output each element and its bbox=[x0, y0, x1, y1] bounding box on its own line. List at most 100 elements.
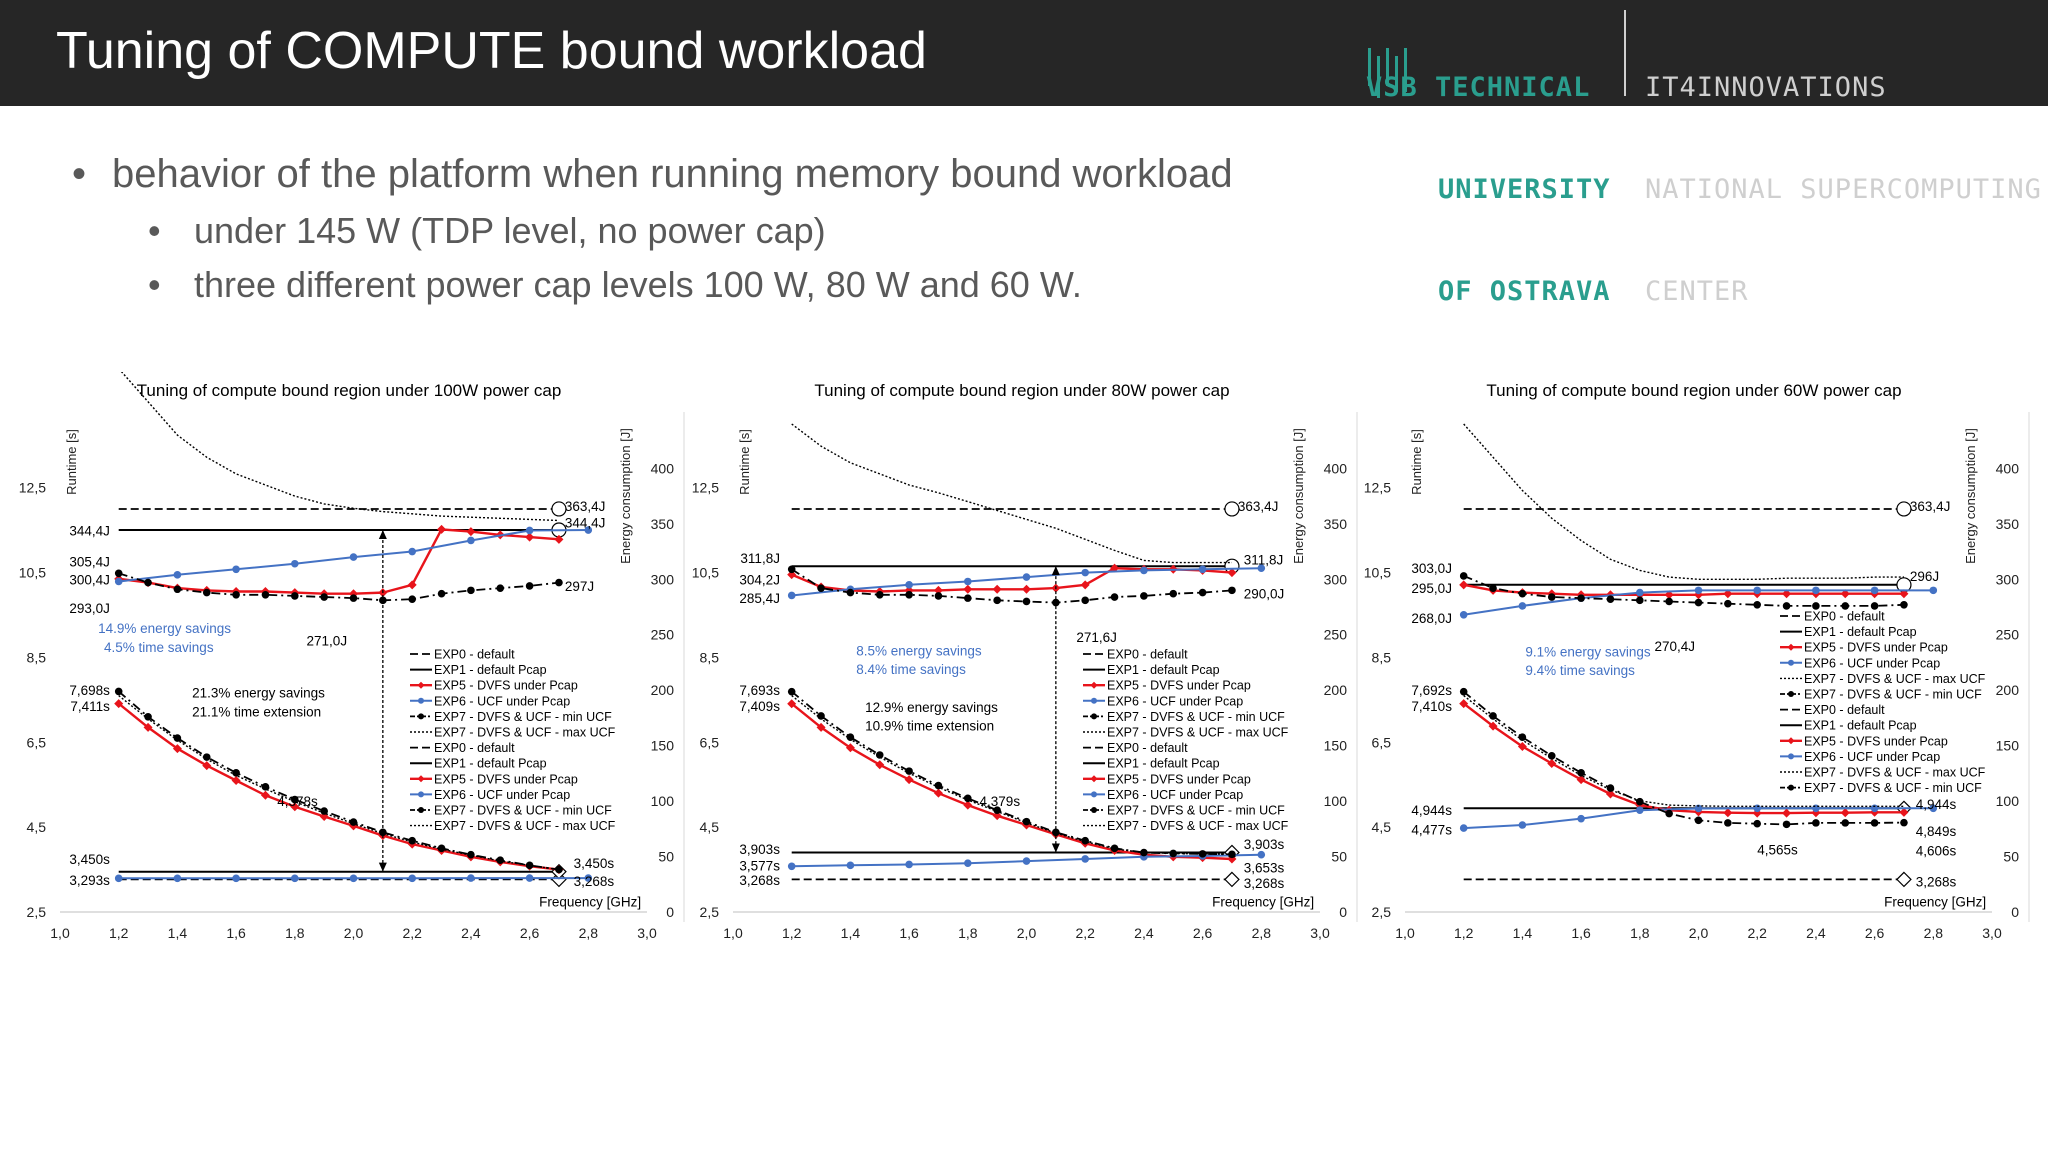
data-label: 290,0J bbox=[1244, 587, 1285, 602]
data-point bbox=[875, 751, 884, 759]
vsb-logo-line-3: OF OSTRAVA bbox=[1438, 276, 1611, 307]
data-label: 300,4J bbox=[69, 572, 110, 587]
legend-item: EXP1 - default Pcap bbox=[434, 663, 547, 677]
legend-swatch-marker bbox=[417, 775, 425, 783]
data-point bbox=[1110, 593, 1119, 601]
data-label: 297J bbox=[565, 579, 594, 594]
data-point bbox=[1459, 610, 1468, 619]
data-label: 285,4J bbox=[739, 591, 780, 606]
data-point bbox=[290, 802, 300, 812]
data-point bbox=[993, 806, 1001, 814]
y2-tick-label: 200 bbox=[1996, 682, 2020, 698]
x-tick-label: 2,0 bbox=[1689, 925, 1709, 941]
y2-tick-label: 350 bbox=[651, 516, 675, 532]
data-label: 8.5% energy savings bbox=[856, 643, 982, 658]
data-label: 3,903s bbox=[739, 842, 780, 857]
data-point bbox=[1753, 600, 1761, 609]
endpoint-marker bbox=[1224, 871, 1240, 888]
series-line bbox=[1463, 575, 1905, 607]
data-point bbox=[173, 585, 182, 594]
data-label: 295,0J bbox=[1411, 581, 1452, 596]
data-point bbox=[1459, 699, 1469, 709]
data-point bbox=[1547, 758, 1557, 768]
data-point bbox=[232, 874, 240, 883]
y2-tick-label: 300 bbox=[1996, 571, 2020, 587]
legend-item: EXP6 - UCF under Pcap bbox=[1107, 788, 1243, 802]
legend-item: EXP5 - DVFS under Pcap bbox=[434, 772, 578, 786]
data-point bbox=[1812, 819, 1820, 827]
data-point bbox=[1870, 804, 1879, 813]
data-point bbox=[1080, 580, 1090, 590]
data-point bbox=[875, 591, 884, 599]
legend-swatch-marker bbox=[418, 807, 424, 813]
data-point bbox=[1081, 855, 1089, 863]
data-point bbox=[1694, 804, 1703, 813]
it4i-logo-line-1: IT4INNOVATIONS bbox=[1645, 72, 1887, 103]
data-point bbox=[1518, 589, 1527, 598]
series-line bbox=[118, 572, 560, 602]
data-point bbox=[1782, 602, 1791, 610]
x-tick-label: 2,8 bbox=[1252, 925, 1272, 941]
data-point bbox=[143, 722, 153, 732]
data-label: 3,293s bbox=[69, 873, 110, 888]
data-point bbox=[1899, 807, 1909, 817]
data-point bbox=[525, 532, 535, 542]
legend-item: EXP7 - DVFS & UCF - min UCF bbox=[1107, 804, 1285, 818]
y-tick-label: 6,5 bbox=[27, 734, 47, 750]
data-point bbox=[1900, 818, 1908, 827]
legend-swatch-marker bbox=[1090, 775, 1098, 783]
data-point bbox=[437, 589, 446, 598]
bullet-text: three different power cap levels 100 W, … bbox=[194, 264, 1082, 305]
data-point bbox=[1547, 752, 1556, 760]
data-point bbox=[905, 860, 913, 869]
series-line bbox=[1463, 691, 1905, 826]
data-label: 21.1% time extension bbox=[192, 704, 321, 719]
legend-item: EXP5 - DVFS under Pcap bbox=[434, 679, 578, 693]
x-tick-label: 1,0 bbox=[1395, 925, 1415, 941]
endpoint-marker bbox=[1224, 501, 1240, 517]
y-tick-label: 4,5 bbox=[700, 819, 720, 835]
series-line bbox=[1463, 423, 1904, 581]
data-point bbox=[904, 775, 914, 785]
vsb-bars-icon bbox=[1368, 46, 1416, 103]
data-point bbox=[1606, 595, 1615, 604]
data-label: 293,0J bbox=[69, 601, 110, 616]
chart-title: Tuning of compute bound region under 80W… bbox=[814, 381, 1229, 400]
data-point bbox=[1140, 848, 1148, 857]
series-line bbox=[1462, 702, 1904, 815]
y-tick-label: 4,5 bbox=[1372, 819, 1392, 835]
data-point bbox=[845, 743, 855, 753]
y2-axis-label: Energy consumption [J] bbox=[1963, 428, 1978, 564]
legend-item: EXP0 - default bbox=[1804, 703, 1885, 717]
data-point bbox=[525, 582, 534, 590]
data-point bbox=[496, 584, 505, 592]
annotation-arrowhead bbox=[378, 530, 387, 540]
data-point bbox=[202, 753, 211, 761]
x-tick-label: 1,8 bbox=[1630, 925, 1650, 941]
data-label: 311,8J bbox=[740, 551, 780, 566]
x-tick-label: 2,8 bbox=[579, 925, 599, 941]
series-line bbox=[791, 568, 1233, 604]
legend-item: EXP5 - DVFS under Pcap bbox=[1804, 734, 1948, 748]
data-label: 363,4J bbox=[1910, 499, 1951, 514]
data-point bbox=[1812, 602, 1820, 610]
data-point bbox=[1929, 586, 1938, 595]
data-label: Frequency [GHz] bbox=[1212, 894, 1314, 909]
data-label: 3,268s bbox=[1244, 876, 1285, 891]
data-point bbox=[1518, 821, 1527, 829]
data-label: 9.1% energy savings bbox=[1525, 644, 1651, 659]
series-line bbox=[117, 702, 560, 871]
data-point bbox=[1782, 589, 1792, 599]
data-point bbox=[1577, 769, 1585, 777]
data-point bbox=[1841, 819, 1850, 827]
legend-swatch-marker bbox=[1090, 681, 1098, 689]
data-point bbox=[1870, 602, 1879, 610]
y2-tick-label: 100 bbox=[651, 793, 675, 809]
y2-tick-label: 350 bbox=[1996, 516, 2020, 532]
x-tick-label: 2,8 bbox=[1924, 925, 1944, 941]
data-point bbox=[1518, 733, 1527, 741]
x-tick-label: 1,6 bbox=[899, 925, 919, 941]
data-point bbox=[584, 874, 593, 882]
data-point bbox=[408, 595, 417, 604]
data-point bbox=[1870, 586, 1879, 595]
